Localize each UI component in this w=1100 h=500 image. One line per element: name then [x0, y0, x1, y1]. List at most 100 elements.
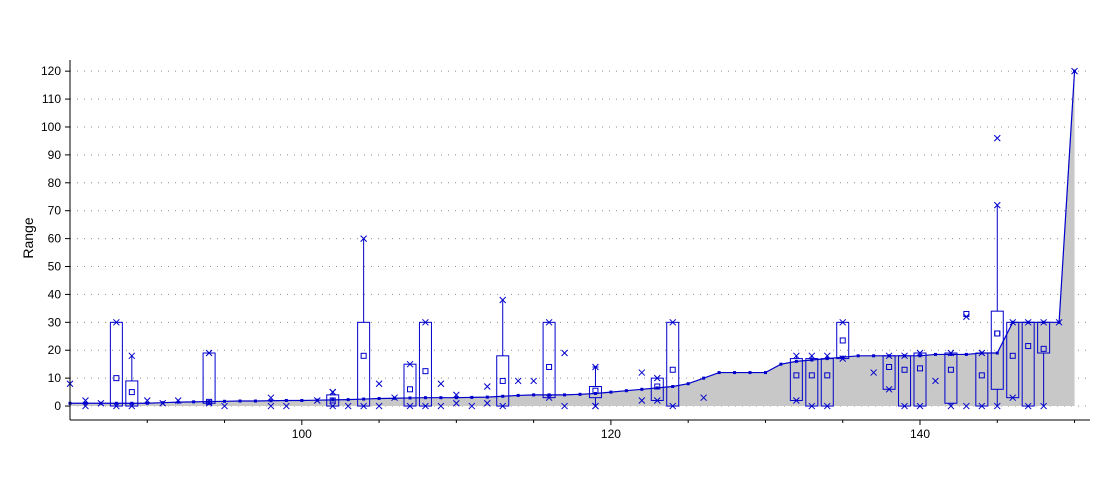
box-extreme-marker [545, 394, 553, 402]
cross-marker [483, 383, 491, 390]
box-extreme-marker [329, 402, 337, 410]
curve-point [640, 387, 644, 391]
box-extreme-marker [1024, 402, 1032, 410]
box-extreme-marker [360, 235, 367, 242]
cross-marker [82, 397, 89, 404]
box-mean-marker [978, 372, 985, 379]
cross-marker [143, 397, 151, 404]
curve-point [300, 398, 304, 402]
box-extreme-marker [669, 402, 677, 410]
y-tick-label: 0 [54, 399, 61, 413]
square-marker [994, 330, 1001, 337]
box-mean-marker [206, 398, 213, 405]
curve-point [269, 399, 273, 403]
box-mean-marker [947, 366, 954, 373]
cross-marker [453, 391, 460, 399]
box-extreme-marker [1040, 318, 1047, 326]
box-mean-marker [1040, 345, 1047, 352]
box-body [109, 321, 123, 407]
cross-marker [870, 369, 877, 376]
y-tick-label: 90 [48, 148, 62, 162]
curve-point [547, 393, 551, 397]
box-body [990, 310, 1004, 390]
curve-point [949, 352, 953, 356]
curve-point [810, 358, 814, 362]
curve-point [872, 354, 876, 358]
cross-marker [283, 402, 290, 410]
box-body [542, 321, 556, 399]
cross-marker [375, 402, 383, 410]
box-extreme-marker [499, 296, 507, 304]
box-mean-marker [901, 366, 908, 373]
box-extreme-marker [793, 397, 800, 404]
box-layer [109, 201, 1051, 410]
curve-point [578, 392, 582, 396]
cross-marker [82, 402, 89, 410]
curve-point [841, 355, 845, 359]
curve-point [145, 401, 149, 405]
box-extreme-marker [978, 349, 986, 357]
box-extreme-marker [406, 360, 414, 368]
box-extreme-marker [901, 352, 908, 360]
box-extreme-marker [993, 402, 1001, 410]
box-mean-marker [1025, 343, 1032, 350]
curve-point [346, 398, 350, 402]
box-mean-marker [113, 375, 120, 382]
box-body [588, 386, 602, 399]
cross-marker [483, 399, 491, 407]
box-extreme-marker [839, 318, 847, 326]
box-mean-marker [886, 363, 893, 370]
curve-point [253, 399, 257, 403]
curve-point [331, 398, 335, 402]
box-mean-marker [407, 386, 413, 393]
cross-marker [561, 349, 568, 357]
box-mean-marker [329, 397, 336, 404]
curve-point [284, 398, 288, 402]
cross-marker [267, 394, 275, 402]
curve-point [485, 395, 489, 399]
cross-marker [468, 402, 476, 410]
box-mean-marker [1009, 352, 1016, 359]
curve-point [408, 396, 412, 400]
cross-marker [437, 380, 445, 388]
curve-point [763, 371, 767, 375]
box-mean-marker [128, 389, 135, 396]
x-tick-label: 120 [601, 427, 621, 441]
cross-marker [391, 394, 398, 402]
y-tick-label: 50 [48, 260, 62, 274]
curve-point [671, 385, 675, 389]
box-mean-marker [793, 372, 800, 379]
curve-point [423, 396, 427, 400]
cross-marker [97, 399, 105, 407]
curve-point [794, 359, 798, 363]
box-extreme-marker [916, 349, 924, 357]
cross-marker [514, 377, 522, 385]
cross-marker [993, 134, 1001, 142]
box-extreme-marker [947, 349, 955, 357]
curve-point [918, 354, 922, 358]
y-tick-label: 40 [48, 287, 62, 301]
box-extreme-marker [669, 318, 677, 326]
box-extreme-marker [499, 402, 507, 410]
cross-marker [221, 402, 228, 410]
curve-point [83, 401, 87, 405]
y-tick-label: 100 [41, 120, 61, 134]
box-extreme-marker [901, 402, 908, 410]
curve-point [995, 351, 999, 355]
curve-point [733, 371, 737, 375]
box-extreme-marker [808, 402, 816, 410]
axes: 0 10 20 30 40 50 60 70 80 90 100 110 120 100 120 140 [41, 60, 1090, 441]
box-extreme-marker [808, 352, 816, 360]
cross-marker [932, 377, 939, 385]
box-extreme-marker [422, 402, 429, 410]
cross-marker [453, 399, 460, 407]
box-mean-marker [994, 330, 1001, 337]
box-extreme-marker [128, 402, 136, 410]
box-extreme-marker [653, 397, 661, 404]
box-extreme-marker [993, 201, 1001, 209]
box-mean-marker [824, 372, 831, 379]
curve-point [655, 386, 659, 390]
box-extreme-marker [1009, 318, 1017, 326]
curve-point [130, 401, 134, 405]
